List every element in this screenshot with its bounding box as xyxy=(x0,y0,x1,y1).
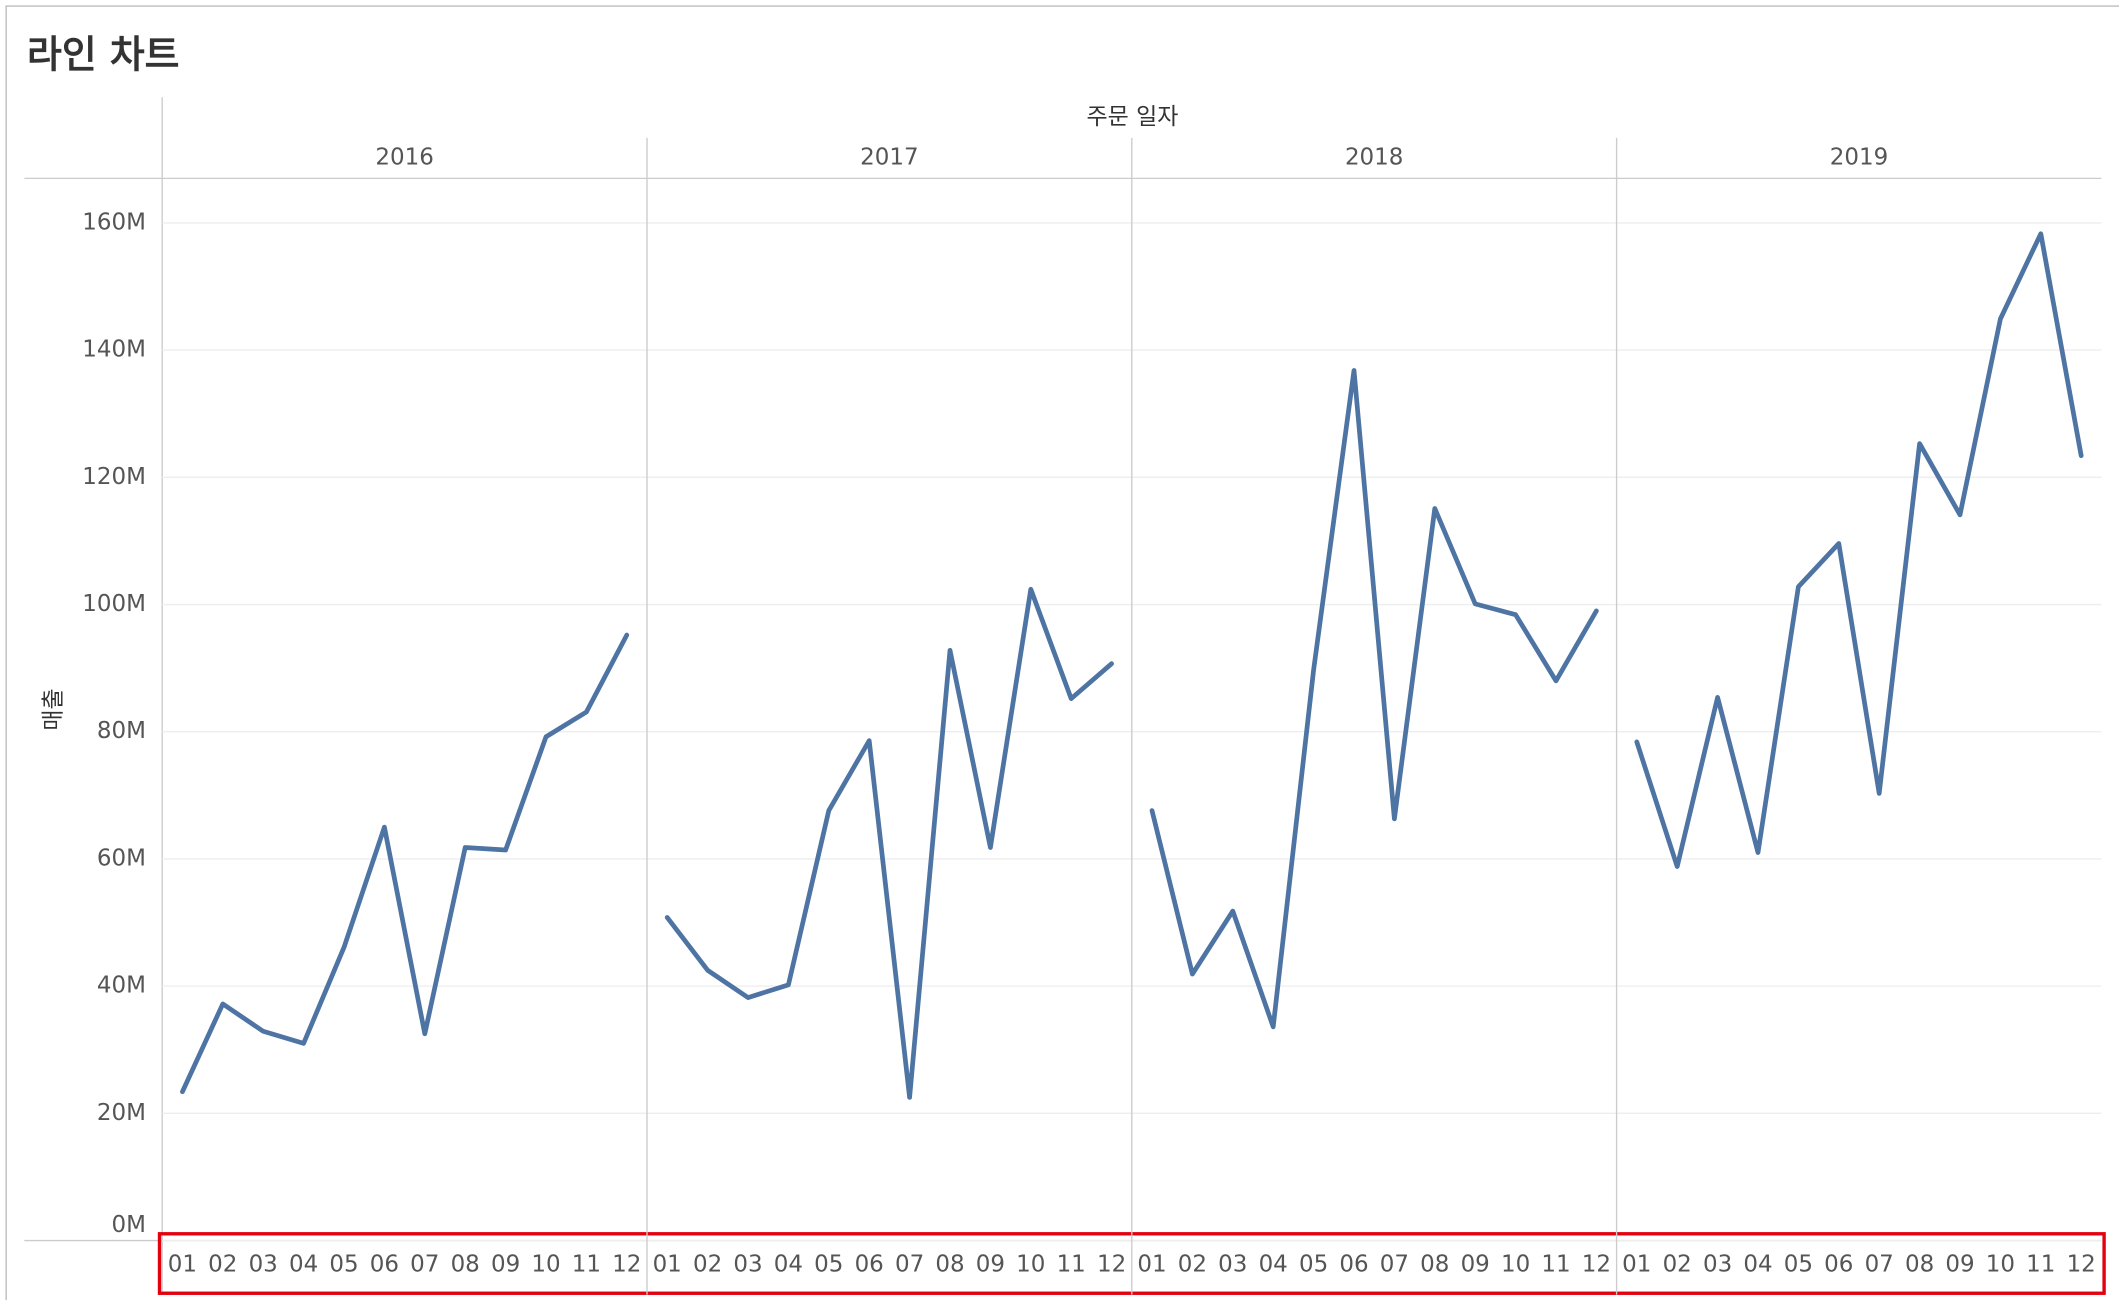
y-tick-label: 140M xyxy=(82,337,146,363)
x-tick-label: 07 xyxy=(895,1251,924,1277)
x-tick-label: 04 xyxy=(774,1251,803,1277)
panel-header: 2016 xyxy=(375,145,433,171)
x-tick-label: 03 xyxy=(1218,1251,1247,1277)
x-tick-label: 10 xyxy=(1986,1251,2015,1277)
x-tick-label: 04 xyxy=(1743,1251,1772,1277)
x-tick-label: 07 xyxy=(1865,1251,1894,1277)
x-tick-label: 08 xyxy=(1420,1251,1449,1277)
x-tick-label: 09 xyxy=(1461,1251,1490,1277)
x-tick-label: 07 xyxy=(410,1251,439,1277)
x-tick-label: 12 xyxy=(1582,1251,1611,1277)
x-tick-label: 01 xyxy=(168,1251,197,1277)
x-tick-label: 04 xyxy=(289,1251,318,1277)
x-tick-label: 12 xyxy=(2067,1251,2096,1277)
x-tick-label: 05 xyxy=(814,1251,843,1277)
series-line xyxy=(664,586,1114,1100)
y-tick-label: 60M xyxy=(97,845,146,871)
x-tick-label: 10 xyxy=(1501,1251,1530,1277)
x-tick-label: 04 xyxy=(1259,1251,1288,1277)
x-tick-label: 06 xyxy=(855,1251,884,1277)
panel-header: 2018 xyxy=(1345,145,1403,171)
x-tick-label: 11 xyxy=(1541,1251,1570,1277)
x-tick-label: 08 xyxy=(451,1251,480,1277)
series-line xyxy=(1149,368,1599,1030)
x-tick-label: 02 xyxy=(1663,1251,1692,1277)
x-tick-label: 05 xyxy=(329,1251,358,1277)
y-tick-label: 20M xyxy=(97,1100,146,1126)
y-axis-title: 매출 xyxy=(41,688,67,730)
x-tick-label: 03 xyxy=(249,1251,278,1277)
x-tick-label: 02 xyxy=(1178,1251,1207,1277)
chart-title: 라인 차트 xyxy=(27,33,179,77)
x-tick-label: 09 xyxy=(976,1251,1005,1277)
x-tick-label: 11 xyxy=(572,1251,601,1277)
x-tick-label: 02 xyxy=(693,1251,722,1277)
y-tick-label: 80M xyxy=(97,718,146,744)
x-tick-label: 02 xyxy=(208,1251,237,1277)
x-tick-label: 06 xyxy=(1824,1251,1853,1277)
series-line xyxy=(1634,231,2084,869)
x-tick-label: 12 xyxy=(612,1251,641,1277)
x-tick-label: 03 xyxy=(733,1251,762,1277)
y-tick-label: 40M xyxy=(97,973,146,999)
x-tick-label: 01 xyxy=(1137,1251,1166,1277)
x-tick-label: 06 xyxy=(1339,1251,1368,1277)
x-tick-label: 01 xyxy=(653,1251,682,1277)
panel-header: 2017 xyxy=(860,145,918,171)
x-tick-label: 01 xyxy=(1622,1251,1651,1277)
x-tick-label: 05 xyxy=(1299,1251,1328,1277)
panel-header: 2019 xyxy=(1830,145,1888,171)
y-tick-label: 100M xyxy=(82,591,146,617)
y-tick-label: 160M xyxy=(82,209,146,235)
x-tick-label: 12 xyxy=(1097,1251,1126,1277)
x-tick-label: 11 xyxy=(1057,1251,1086,1277)
x-tick-label: 09 xyxy=(1945,1251,1974,1277)
plot xyxy=(180,231,2084,1100)
x-tick-label: 08 xyxy=(935,1251,964,1277)
frame xyxy=(5,5,2119,1300)
x-axis-title: 주문 일자 xyxy=(1087,104,1179,130)
x-tick-label: 10 xyxy=(531,1251,560,1277)
y-tick-label: 120M xyxy=(82,464,146,490)
y-tick-label: 0M xyxy=(112,1212,146,1238)
x-tick-label: 06 xyxy=(370,1251,399,1277)
x-tick-label: 11 xyxy=(2026,1251,2055,1277)
x-tick-label: 10 xyxy=(1016,1251,1045,1277)
x-tick-label: 03 xyxy=(1703,1251,1732,1277)
x-tick-label: 05 xyxy=(1784,1251,1813,1277)
x-tick-label: 09 xyxy=(491,1251,520,1277)
x-tick-label: 07 xyxy=(1380,1251,1409,1277)
series-line xyxy=(180,632,630,1095)
x-tick-label: 08 xyxy=(1905,1251,1934,1277)
